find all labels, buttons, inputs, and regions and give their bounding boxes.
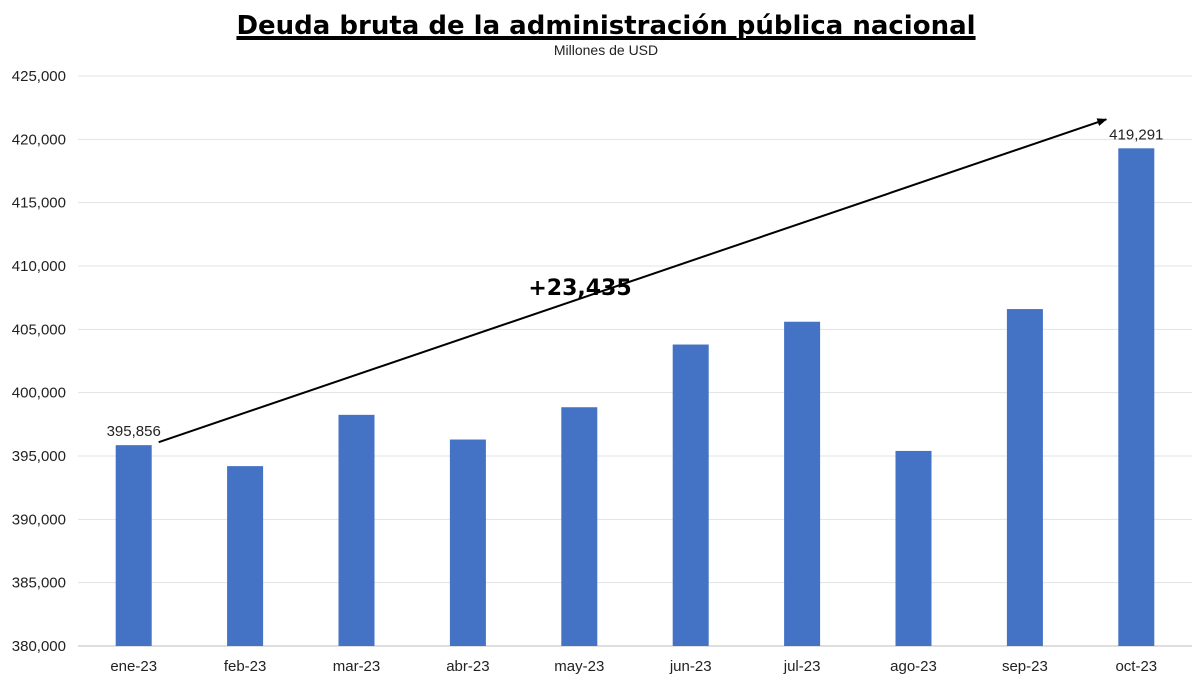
- bars: [115, 148, 1155, 646]
- bar-may-23: [561, 407, 598, 646]
- y-tick-label: 420,000: [12, 131, 66, 148]
- y-tick-label: 400,000: [12, 385, 66, 402]
- x-tick-label: oct-23: [1115, 658, 1157, 675]
- trend-arrow: [158, 118, 1108, 444]
- data-label-ene-23: 395,856: [107, 423, 161, 440]
- y-tick-label: 395,000: [12, 448, 66, 465]
- y-tick-label: 380,000: [12, 638, 66, 655]
- change-annotation: +23,435: [528, 276, 631, 301]
- bar-oct-23: [1118, 148, 1155, 646]
- chart-title: Deuda bruta de la administración pública…: [236, 11, 975, 41]
- x-tick-label: ago-23: [890, 658, 937, 675]
- gridlines: [78, 75, 1192, 647]
- x-tick-label: feb-23: [224, 658, 267, 675]
- x-tick-label: jun-23: [669, 658, 712, 675]
- y-tick-label: 405,000: [12, 321, 66, 338]
- annotation: +23,435: [158, 118, 1108, 444]
- x-tick-label: ene-23: [110, 658, 157, 675]
- bar-abr-23: [449, 439, 486, 646]
- y-tick-label: 415,000: [12, 195, 66, 212]
- y-axis-ticks: 380,000 385,000 390,000 395,000 400,000 405,0…: [12, 68, 66, 655]
- data-labels: 395,856 419,291: [107, 126, 1164, 440]
- x-tick-label: may-23: [554, 658, 604, 675]
- x-tick-label: mar-23: [333, 658, 381, 675]
- y-tick-label: 425,000: [12, 68, 66, 85]
- y-tick-label: 385,000: [12, 575, 66, 592]
- bar-feb-23: [227, 466, 264, 646]
- bar-ago-23: [895, 450, 932, 646]
- bar-jun-23: [672, 344, 709, 646]
- chart-subtitle: Millones de USD: [554, 42, 658, 58]
- bar-mar-23: [338, 414, 375, 646]
- x-tick-label: abr-23: [446, 658, 489, 675]
- bar-ene-23: [115, 445, 152, 646]
- bar-jul-23: [784, 321, 821, 646]
- y-tick-label: 410,000: [12, 258, 66, 275]
- bar-sep-23: [1006, 309, 1043, 646]
- x-tick-label: sep-23: [1002, 658, 1048, 675]
- x-axis-ticks: ene-23 feb-23 mar-23 abr-23 may-23 jun-23 jul-…: [110, 658, 1157, 675]
- y-tick-label: 390,000: [12, 511, 66, 528]
- x-tick-label: jul-23: [783, 658, 821, 675]
- data-label-oct-23: 419,291: [1109, 126, 1163, 143]
